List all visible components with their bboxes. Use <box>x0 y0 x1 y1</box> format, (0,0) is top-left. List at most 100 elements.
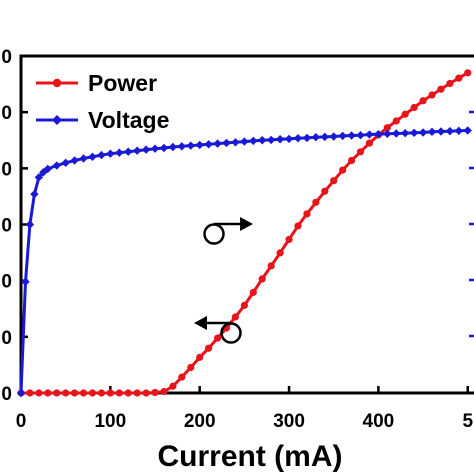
voltage-point <box>302 133 312 143</box>
power-point <box>455 74 463 82</box>
legend-label: Voltage <box>88 107 169 133</box>
voltage-axis-indicator <box>203 217 253 245</box>
power-point <box>428 91 436 99</box>
power-point <box>267 262 275 270</box>
voltage-point <box>177 142 187 151</box>
y-tick-label: 0 <box>1 103 12 124</box>
voltage-point <box>21 277 30 286</box>
legend-item-power: Power <box>36 70 157 96</box>
legend: Power Voltage <box>36 70 169 133</box>
voltage-point <box>320 132 329 142</box>
power-point <box>26 389 34 397</box>
x-axis-ticks: 0 100 200 300 400 5 <box>16 386 473 432</box>
voltage-point <box>427 127 437 137</box>
voltage-point <box>365 130 374 139</box>
power-point <box>142 389 150 397</box>
power-point <box>464 69 472 77</box>
voltage-point <box>249 136 258 146</box>
x-tick-label: 100 <box>94 411 126 432</box>
voltage-point <box>418 128 428 137</box>
voltage-point <box>347 131 356 140</box>
voltage-point <box>30 189 39 199</box>
voltage-point <box>383 129 392 139</box>
power-point <box>213 334 222 342</box>
power-point <box>106 389 114 397</box>
voltage-point <box>454 126 464 136</box>
power-point <box>231 313 240 321</box>
voltage-point <box>106 149 115 158</box>
power-point <box>383 124 391 132</box>
voltage-point <box>97 150 106 160</box>
voltage-point <box>43 164 53 174</box>
voltage-point <box>213 139 222 148</box>
voltage-point <box>88 152 97 161</box>
power-point <box>347 156 356 165</box>
voltage-point <box>168 142 178 152</box>
power-point <box>71 389 79 397</box>
voltage-point <box>311 133 321 142</box>
voltage-point <box>436 127 446 136</box>
power-point <box>178 373 186 381</box>
axis-annotations <box>194 217 253 344</box>
voltage-point <box>16 388 26 398</box>
power-axis-indicator <box>194 316 242 344</box>
voltage-point <box>275 135 285 144</box>
power-point <box>62 389 70 397</box>
y-tick-label: 0 <box>1 216 12 237</box>
voltage-point <box>70 156 79 165</box>
voltage-point <box>52 161 61 170</box>
y-tick-label: 0 <box>1 272 12 293</box>
power-point <box>437 85 445 93</box>
power-point <box>258 275 266 283</box>
power-point <box>151 388 159 397</box>
power-point <box>124 389 132 397</box>
voltage-point <box>34 173 44 182</box>
voltage-point <box>132 146 142 155</box>
power-point <box>169 382 177 390</box>
power-point <box>196 353 204 361</box>
voltage-point <box>240 137 249 146</box>
y-tick-label: 0 <box>1 47 12 68</box>
power-point <box>303 210 311 218</box>
voltage-point <box>195 140 204 150</box>
power-point <box>312 198 320 206</box>
power-point <box>294 222 302 230</box>
x-tick-label: 200 <box>184 411 216 432</box>
voltage-point <box>401 128 410 138</box>
series-layer <box>16 69 472 398</box>
y-tick-label: 0 <box>1 384 12 405</box>
y-axis-left-ticks: 0 0 0 0 0 0 0 <box>1 47 474 405</box>
legend-label: Power <box>88 70 157 96</box>
y-tick-label: 0 <box>1 328 12 349</box>
power-point <box>205 344 213 352</box>
power-point <box>160 387 168 396</box>
voltage-point <box>293 134 303 143</box>
series-power <box>17 69 472 397</box>
voltage-point <box>374 129 383 139</box>
voltage-point <box>258 136 267 145</box>
voltage-line <box>19 129 468 394</box>
power-point <box>356 148 365 156</box>
power-point <box>97 389 106 397</box>
power-point <box>321 187 329 195</box>
y-tick-label: 0 <box>1 159 12 180</box>
power-point <box>446 79 454 88</box>
voltage-point <box>79 154 88 163</box>
power-point <box>249 288 257 296</box>
voltage-point <box>141 145 151 154</box>
voltage-point <box>409 128 419 138</box>
power-point <box>44 389 52 397</box>
voltage-point <box>231 138 240 147</box>
power-point <box>410 103 418 112</box>
power-point <box>339 166 347 174</box>
voltage-point <box>329 132 338 141</box>
voltage-point <box>266 135 276 145</box>
power-point <box>365 139 374 147</box>
legend-item-voltage: Voltage <box>36 107 169 133</box>
voltage-point <box>124 147 133 156</box>
x-tick-label: 400 <box>363 411 395 432</box>
power-point <box>240 301 248 309</box>
power-point <box>330 177 338 185</box>
voltage-point <box>150 144 160 153</box>
